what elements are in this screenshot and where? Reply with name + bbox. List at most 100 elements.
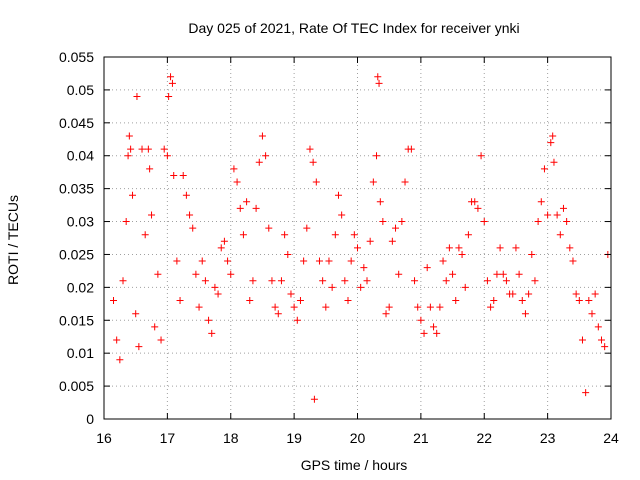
data-point (125, 132, 133, 140)
data-point (477, 152, 485, 160)
data-point (563, 218, 571, 226)
data-point (360, 264, 368, 272)
x-tick-label: 18 (223, 430, 239, 446)
data-point (458, 250, 466, 258)
data-point (594, 323, 602, 331)
data-point (518, 297, 526, 305)
data-point (369, 178, 377, 186)
data-point (211, 283, 219, 291)
data-point (445, 244, 453, 252)
data-point (148, 211, 156, 219)
data-point (588, 310, 596, 318)
data-point (597, 336, 605, 344)
data-point (179, 171, 187, 179)
data-point (176, 297, 184, 305)
y-tick-label: 0.025 (59, 246, 94, 262)
data-point (357, 283, 365, 291)
data-point (439, 257, 447, 265)
data-point (509, 290, 517, 298)
data-point (284, 250, 292, 258)
data-point (385, 303, 393, 311)
chart-title: Day 025 of 2021, Rate Of TEC Index for r… (188, 20, 519, 36)
data-point (474, 204, 482, 212)
data-point (205, 316, 213, 324)
data-point (388, 237, 396, 245)
data-point (373, 152, 381, 160)
axis-ticks: 16 17 18 19 20 21 22 23 24 0 0.005 0.01 0.015 0.02 0.0… (59, 49, 619, 446)
data-point (442, 277, 450, 285)
data-point (160, 145, 168, 153)
y-tick-label: 0.035 (59, 181, 94, 197)
data-point (271, 303, 279, 311)
data-point (471, 198, 479, 206)
data-point (464, 231, 472, 239)
data-point (312, 178, 320, 186)
data-point (122, 218, 130, 226)
x-tick-label: 24 (603, 430, 619, 446)
data-point (537, 198, 545, 206)
data-point (347, 257, 355, 265)
data-point (544, 211, 552, 219)
data-point (331, 231, 339, 239)
data-point (258, 132, 266, 140)
data-point (138, 145, 146, 153)
y-tick-label: 0.005 (59, 378, 94, 394)
data-point (601, 343, 609, 351)
data-point (366, 237, 374, 245)
data-point (116, 356, 124, 364)
y-tick-label: 0.045 (59, 115, 94, 131)
data-point (591, 290, 599, 298)
y-tick-label: 0.02 (67, 279, 94, 295)
data-point (154, 270, 162, 278)
grid-layer (104, 57, 611, 419)
data-point (249, 277, 257, 285)
y-tick-label: 0.01 (67, 345, 94, 361)
data-points (110, 73, 612, 403)
data-point (182, 191, 190, 199)
data-point (376, 198, 384, 206)
data-point (490, 297, 498, 305)
data-point (246, 297, 254, 305)
data-point (578, 336, 586, 344)
data-point (547, 139, 555, 147)
data-point (265, 224, 273, 232)
y-tick-label: 0.03 (67, 214, 94, 230)
data-point (411, 277, 419, 285)
data-point (354, 244, 361, 252)
x-tick-label: 21 (413, 430, 429, 446)
data-point (582, 389, 590, 397)
data-point (239, 231, 247, 239)
data-point (119, 277, 127, 285)
data-point (227, 270, 235, 278)
data-point (201, 277, 209, 285)
data-point (496, 244, 504, 252)
data-point (274, 310, 282, 318)
data-point (585, 297, 593, 305)
y-tick-label: 0.05 (67, 82, 94, 98)
y-tick-label: 0.04 (67, 148, 94, 164)
data-point (127, 145, 135, 153)
data-point (334, 191, 342, 199)
data-point (540, 165, 548, 173)
data-point (379, 218, 387, 226)
data-point (569, 257, 577, 265)
data-point (195, 303, 203, 311)
y-tick-label: 0 (86, 411, 94, 427)
data-point (423, 264, 431, 272)
data-point (401, 178, 409, 186)
data-point (534, 218, 542, 226)
data-point (483, 277, 491, 285)
data-point (281, 231, 289, 239)
y-tick-label: 0.055 (59, 49, 94, 65)
data-point (252, 204, 260, 212)
data-point (559, 204, 567, 212)
data-point (262, 152, 270, 160)
data-point (493, 270, 501, 278)
x-tick-label: 16 (96, 430, 112, 446)
data-point (217, 244, 225, 252)
data-point (436, 303, 444, 311)
data-point (449, 270, 457, 278)
data-point (141, 231, 149, 239)
y-axis-label: ROTI / TECUs (5, 195, 21, 285)
